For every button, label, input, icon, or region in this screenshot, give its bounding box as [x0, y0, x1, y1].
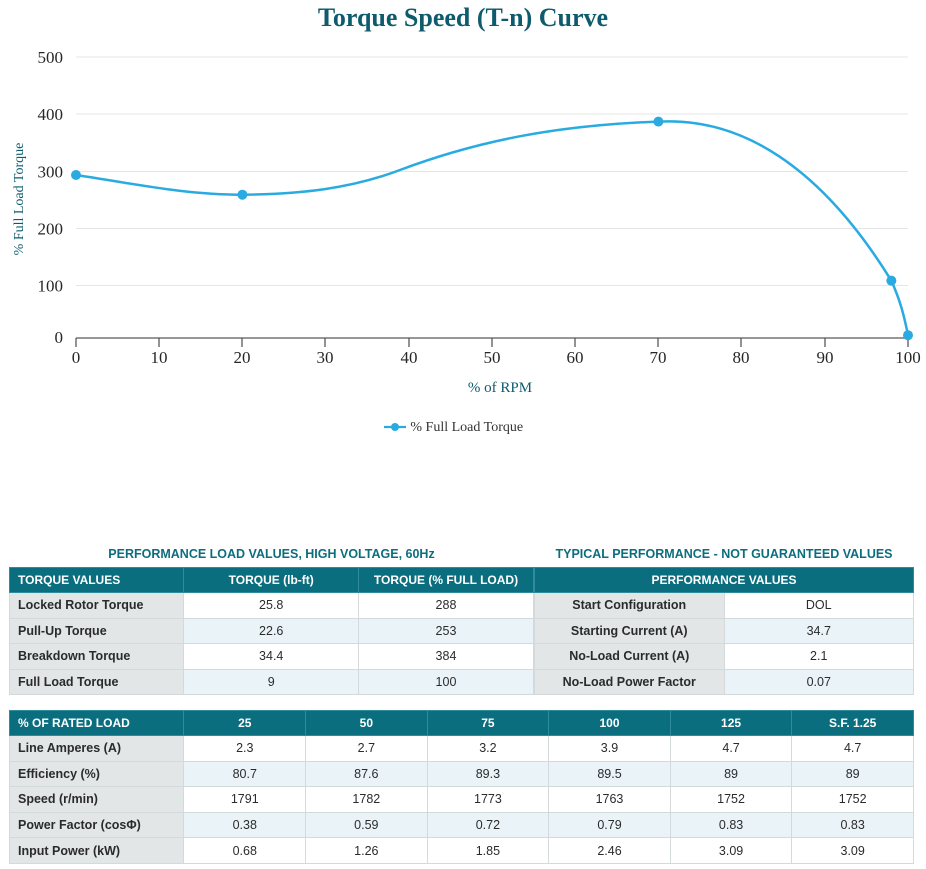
svg-text:0: 0	[55, 328, 64, 347]
svg-text:200: 200	[38, 220, 64, 239]
svg-text:70: 70	[650, 348, 667, 367]
svg-text:0: 0	[72, 348, 81, 367]
svg-text:20: 20	[234, 348, 251, 367]
svg-text:% Full Load Torque: % Full Load Torque	[12, 143, 27, 256]
svg-text:60: 60	[567, 348, 584, 367]
svg-text:40: 40	[401, 348, 418, 367]
svg-text:100: 100	[38, 277, 64, 296]
svg-text:30: 30	[317, 348, 334, 367]
svg-text:50: 50	[484, 348, 501, 367]
svg-text:90: 90	[817, 348, 834, 367]
svg-text:500: 500	[38, 48, 64, 67]
svg-text:100: 100	[895, 348, 921, 367]
svg-text:80: 80	[733, 348, 750, 367]
svg-text:400: 400	[38, 105, 64, 124]
svg-text:% of RPM: % of RPM	[468, 380, 532, 396]
svg-text:10: 10	[151, 348, 168, 367]
svg-text:300: 300	[38, 163, 64, 182]
